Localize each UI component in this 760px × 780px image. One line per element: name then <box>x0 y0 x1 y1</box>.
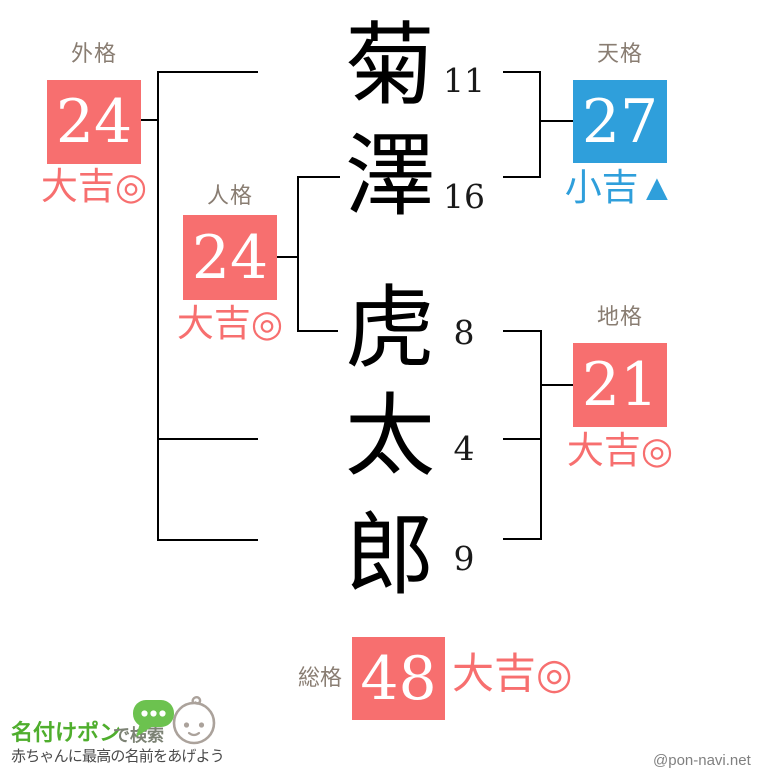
jinkaku-value: 24 <box>191 222 269 293</box>
chikaku-verdict: 大吉◎ <box>566 431 674 472</box>
baby-face-icon <box>172 695 216 745</box>
name-char: 虎 <box>345 280 435 379</box>
jinkaku-label: 人格 <box>206 183 253 208</box>
name-char: 太 <box>345 388 435 487</box>
site-credit: @pon-navi.net <box>653 752 751 769</box>
soukaku-label: 総格 <box>297 665 342 690</box>
brand-search-suffix: で検索 <box>113 726 164 745</box>
chikaku-value-box: 21 <box>573 343 667 427</box>
brand-logo-text: 名付けポン <box>11 720 122 745</box>
tenkaku-value: 27 <box>581 86 659 157</box>
gaikaku-label: 外格 <box>70 41 117 66</box>
tenkaku-label: 天格 <box>596 41 643 66</box>
tenkaku-value-box: 27 <box>573 80 667 163</box>
soukaku-value: 48 <box>360 643 437 714</box>
tenkaku-verdict: 小吉▲ <box>564 168 676 209</box>
gaikaku-value: 24 <box>55 87 133 157</box>
stroke-count: 11 <box>443 61 485 100</box>
name-char: 菊 <box>345 17 435 116</box>
jinkaku-verdict: 大吉◎ <box>176 304 284 345</box>
brand-tagline: 赤ちゃんに最高の名前をあげよう <box>11 748 225 765</box>
chikaku-value: 21 <box>581 350 659 420</box>
stroke-count: 9 <box>453 539 475 578</box>
gaikaku-value-box: 24 <box>47 80 141 164</box>
soukaku-verdict: 大吉◎ <box>452 652 573 698</box>
name-char: 郎 <box>345 507 435 606</box>
soukaku-value-box: 48 <box>352 637 445 720</box>
stroke-count: 16 <box>443 177 485 216</box>
speech-bubble-icon <box>133 700 174 737</box>
gaikaku-verdict: 大吉◎ <box>40 167 148 208</box>
chikaku-label: 地格 <box>596 304 643 329</box>
stroke-count: 8 <box>453 313 475 352</box>
jinkaku-value-box: 24 <box>183 215 277 300</box>
stroke-count: 4 <box>453 429 475 468</box>
name-char: 澤 <box>345 128 435 227</box>
